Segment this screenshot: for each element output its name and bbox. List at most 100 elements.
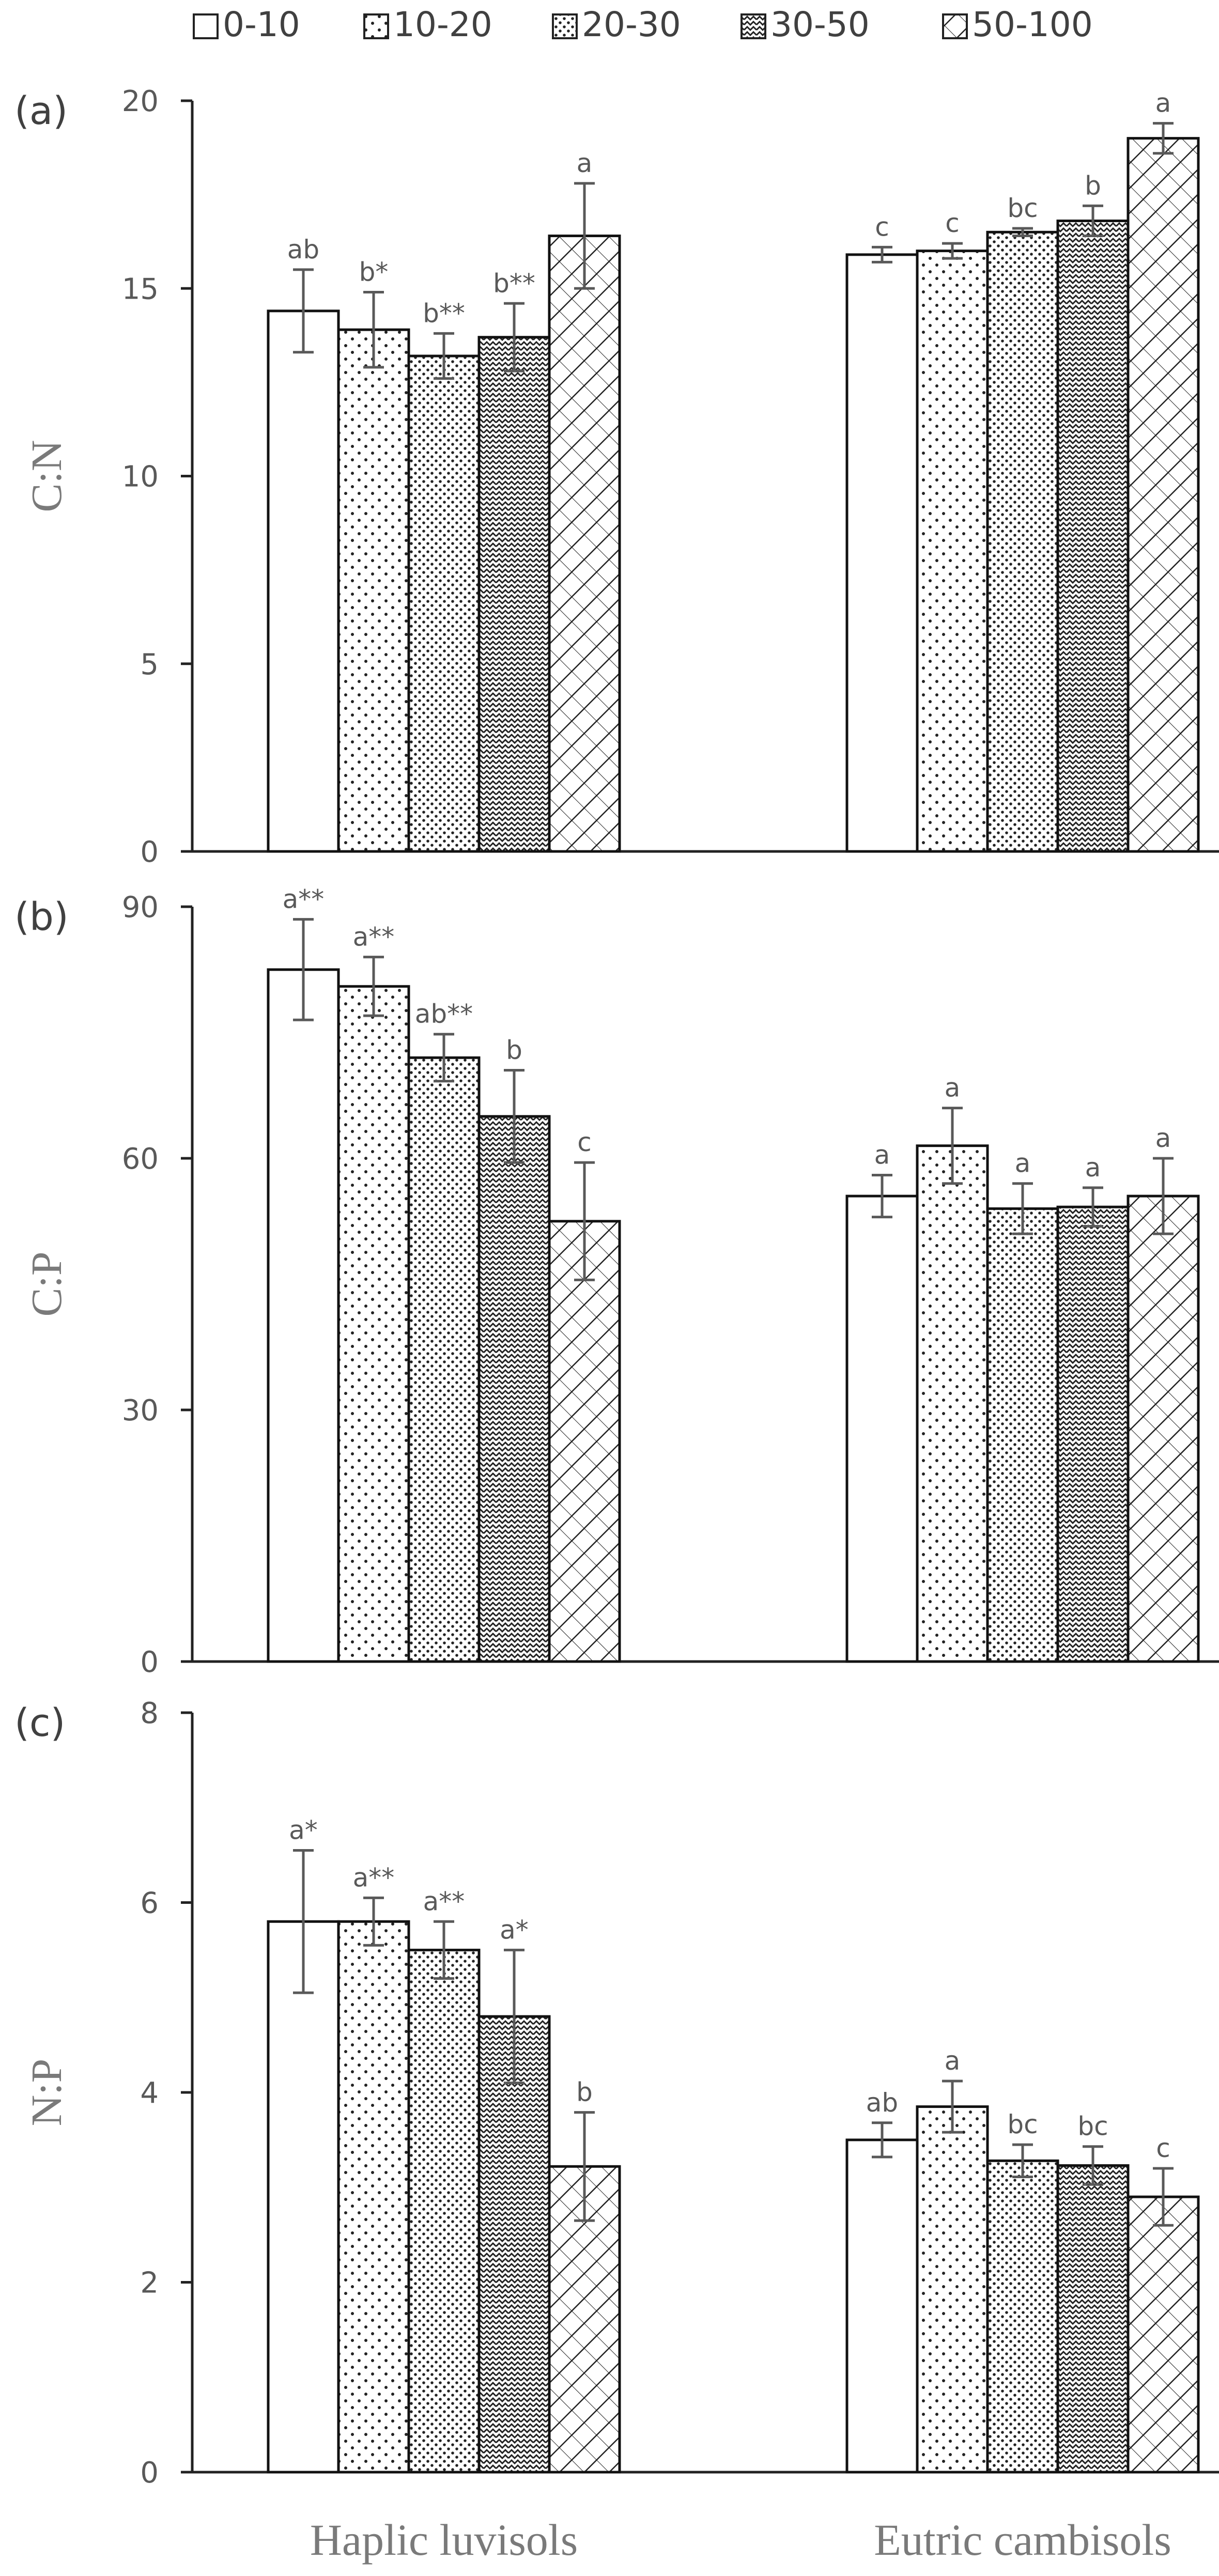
y-tick-label: 6 [140,1887,159,1920]
error-bar [1153,1157,1174,1235]
significance-label: b** [423,298,465,328]
bar-10-20-haplic-luvisols [337,1920,410,2474]
error-bar [504,1069,524,1164]
significance-label: a** [283,884,325,914]
error-bar [363,955,384,1017]
y-tick-label: 2 [140,2267,159,2300]
bar-30-50-haplic-luvisols [477,336,551,853]
error-bar [1012,2143,1033,2179]
significance-label: c [577,1127,592,1157]
error-bar [872,1173,892,1219]
error-bar [574,182,595,290]
legend-swatch [740,13,766,39]
error-bar [872,2121,892,2159]
significance-label: a [874,1140,890,1170]
panel-label: (c) [14,1701,65,1745]
legend-entry: 30-50 [740,5,870,44]
error-bar [363,291,384,369]
error-bar [293,1849,314,1994]
legend-swatch [552,13,578,39]
error-bar [1083,1186,1103,1228]
bar-30-50-eutric-cambisols [1056,219,1130,853]
panel-b: (b) C:P 0 30 60 90 a** a a** a ab** a b a c a [14,884,1219,1679]
significance-label: b [1085,170,1101,200]
significance-label: a [1155,88,1171,118]
error-bar [504,302,524,373]
error-bar [1083,2145,1103,2186]
bar-0-10-eutric-cambisols [845,2138,919,2474]
y-tick-label: 4 [140,2076,159,2110]
legend-entry: 10-20 [363,5,492,44]
x-category-label: Eutric cambisols [874,2515,1171,2565]
significance-label: c [945,208,960,238]
significance-label: b [506,1035,522,1065]
legend-entry: 0-10 [193,5,300,44]
significance-label: ab [866,2088,898,2118]
significance-label: a [1015,1149,1031,1178]
bar-30-50-eutric-cambisols [1056,2164,1130,2474]
bar-10-20-eutric-cambisols [916,250,989,853]
y-tick-label: 0 [140,1646,159,1679]
bar-30-50-eutric-cambisols [1056,1205,1130,1663]
error-bar [434,332,454,380]
error-bar [872,245,892,263]
bar-50-100-eutric-cambisols [1127,1194,1200,1663]
legend-swatch [942,13,968,39]
bar-10-20-haplic-luvisols [337,328,410,853]
error-bar [434,1920,454,1980]
panel-a: (a) C:N 0 5 10 15 20 ab c b* c b** bc b** b a a [14,85,1219,869]
error-bar [942,1107,963,1185]
bar-0-10-haplic-luvisols [267,1920,340,2474]
y-axis-label: N:P [23,2059,71,2127]
significance-label: a* [289,1815,318,1845]
bar-0-10-haplic-luvisols [267,968,340,1663]
bar-20-30-haplic-luvisols [407,354,481,853]
significance-label: a* [500,1915,529,1945]
error-bar [1012,1182,1033,1235]
error-bar [504,1948,524,2085]
legend-label: 50-100 [972,5,1093,44]
significance-label: a [577,148,593,178]
significance-label: a** [423,1886,465,1916]
significance-label: bc [1007,2109,1038,2139]
legend: 0-10 10-20 20-30 30-50 50-100 [193,5,1093,44]
significance-label: b* [359,257,389,287]
error-bar [1012,227,1033,238]
y-tick-label: 0 [140,2456,159,2490]
error-bar [574,2111,595,2222]
y-tick-label: 0 [140,835,159,869]
error-bar [363,1896,384,1947]
legend-entry: 20-30 [552,5,681,44]
significance-label: c [875,212,889,242]
y-axis-label: C:N [23,440,71,512]
bar-50-100-eutric-cambisols [1127,137,1200,853]
significance-label: ab** [415,999,473,1029]
significance-label: a [1155,1123,1171,1153]
significance-label: b** [493,268,535,298]
error-bar [293,268,314,354]
bar-20-30-haplic-luvisols [407,1948,481,2474]
error-bar [1083,204,1103,238]
significance-label: b [576,2077,593,2107]
significance-label: a [1085,1153,1101,1183]
error-bar [1153,122,1174,155]
y-tick-label: 30 [122,1394,159,1427]
error-bar [942,2080,963,2134]
legend-swatch [193,13,219,39]
bar-0-10-eutric-cambisols [845,253,919,853]
significance-label: a** [353,922,395,952]
y-tick-label: 10 [122,460,159,494]
bar-10-20-eutric-cambisols [916,1144,989,1663]
bar-10-20-haplic-luvisols [337,985,410,1663]
bar-30-50-haplic-luvisols [477,1115,551,1663]
panel-label: (a) [14,89,68,133]
y-tick-label: 90 [122,891,159,924]
bar-0-10-haplic-luvisols [267,309,340,853]
bar-20-30-eutric-cambisols [986,2159,1059,2474]
bar-20-30-eutric-cambisols [986,1207,1059,1663]
legend-label: 0-10 [223,5,300,44]
significance-label: c [1156,2133,1170,2163]
legend-label: 10-20 [393,5,492,44]
